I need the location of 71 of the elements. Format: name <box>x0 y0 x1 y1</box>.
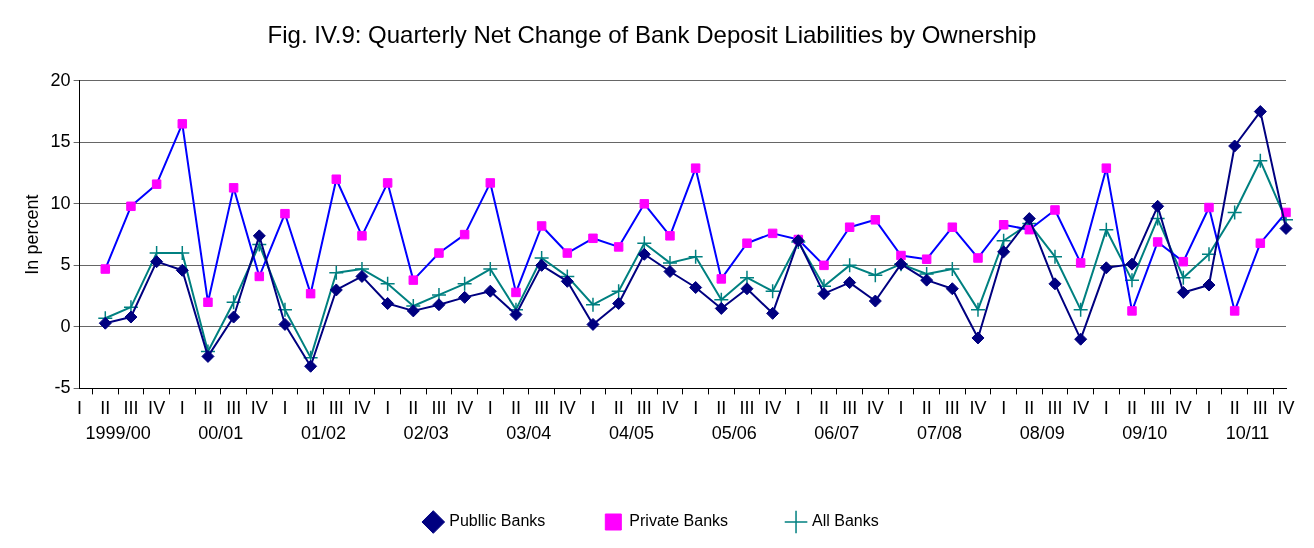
x-tick-label: III <box>431 398 447 419</box>
x-tick-label: IV <box>456 398 474 419</box>
x-tick-label: IV <box>764 398 782 419</box>
x-tick-label: I <box>1206 398 1212 419</box>
x-tick-label: II <box>818 398 829 419</box>
text: 03/04 <box>506 423 552 444</box>
chart-title: Fig. IV.9: Quarterly Net Change of Bank Deposit Liabilities by Ownership <box>267 21 1037 49</box>
y-tick-label: 10 <box>50 192 71 213</box>
x-tick-label: I <box>1001 398 1007 419</box>
x-tick-label: III <box>739 398 755 419</box>
x-tick-label: I <box>1103 398 1109 419</box>
x-tick-label: II <box>716 398 727 419</box>
x-tick-label: IV <box>148 398 166 419</box>
y-tick-label: 5 <box>60 254 71 275</box>
legend-label: All Banks <box>812 512 879 530</box>
x-tick-label: IV <box>1072 398 1090 419</box>
x-tick-label: I <box>487 398 493 419</box>
x-tick-label: III <box>534 398 550 419</box>
x-tick-label: I <box>77 398 83 419</box>
text: 06/07 <box>814 423 860 444</box>
text: 04/05 <box>608 423 654 444</box>
x-tick-label: I <box>795 398 801 419</box>
text: 01/02 <box>300 423 346 444</box>
x-tick-label: II <box>613 398 624 419</box>
y-tick-label: -5 <box>54 377 71 398</box>
x-tick-label: II <box>408 398 419 419</box>
x-tick-label: III <box>123 398 139 419</box>
x-tick-label: IV <box>353 398 371 419</box>
x-tick-label: II <box>1229 398 1240 419</box>
text: 10/11 <box>1225 423 1270 444</box>
x-tick-label: III <box>1150 398 1166 419</box>
text: 07/08 <box>916 423 963 444</box>
x-tick-label: IV <box>558 398 576 419</box>
y-tick-label: 0 <box>60 315 71 336</box>
x-tick-label: II <box>305 398 316 419</box>
x-tick-label: III <box>944 398 960 419</box>
x-tick-label: I <box>179 398 185 419</box>
x-tick-label: IV <box>661 398 679 419</box>
y-tick-label: 20 <box>50 69 71 90</box>
x-tick-label: IV <box>250 398 268 419</box>
x-tick-label: III <box>226 398 242 419</box>
legend-label: Publlic Banks <box>449 512 546 530</box>
x-tick-label: IV <box>1277 398 1295 419</box>
x-tick-label: III <box>1047 398 1063 419</box>
x-tick-label: I <box>282 398 288 419</box>
y-axis-title: In percent <box>21 194 42 275</box>
legend-label: Private Banks <box>629 512 729 530</box>
x-tick-label: III <box>636 398 652 419</box>
x-tick-label: IV <box>1174 398 1192 419</box>
x-tick-label: II <box>100 398 111 419</box>
text: 09/10 <box>1122 423 1168 444</box>
x-tick-label: III <box>328 398 344 419</box>
x-tick-label: II <box>510 398 521 419</box>
x-tick-label: III <box>1252 398 1268 419</box>
text: 00/01 <box>198 423 244 444</box>
x-tick-label: III <box>842 398 858 419</box>
x-tick-label: II <box>202 398 213 419</box>
x-tick-label: IV <box>969 398 987 419</box>
text: 05/06 <box>711 423 757 444</box>
x-tick-label: II <box>1024 398 1035 419</box>
x-tick-label: I <box>693 398 699 419</box>
text: 08/09 <box>1019 423 1065 444</box>
y-tick-label: 15 <box>50 131 71 152</box>
x-tick-label: I <box>385 398 391 419</box>
x-tick-label: IV <box>866 398 884 419</box>
x-tick-label: I <box>898 398 904 419</box>
x-tick-label: II <box>1126 398 1137 419</box>
text: 1999/00 <box>85 423 151 444</box>
x-tick-label: II <box>921 398 932 419</box>
x-tick-label: I <box>590 398 596 419</box>
text: 02/03 <box>403 423 449 444</box>
